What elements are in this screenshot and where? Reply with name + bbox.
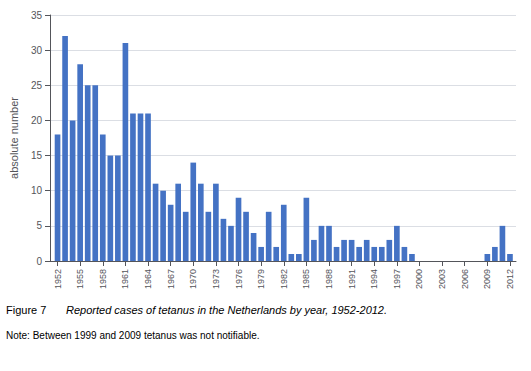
svg-text:1961: 1961 [120,269,130,289]
svg-text:1976: 1976 [234,269,244,289]
svg-text:1988: 1988 [324,269,334,289]
svg-text:2003: 2003 [437,269,447,289]
svg-text:1973: 1973 [211,269,221,289]
svg-text:15: 15 [31,150,43,161]
svg-text:35: 35 [31,10,43,21]
svg-text:0: 0 [36,256,42,267]
svg-text:30: 30 [31,45,43,56]
svg-text:2006: 2006 [460,269,470,289]
svg-text:2012: 2012 [505,269,515,289]
svg-text:1955: 1955 [75,269,85,289]
svg-text:20: 20 [31,115,43,126]
svg-text:1982: 1982 [279,269,289,289]
svg-text:Figure 7: Figure 7 [6,304,46,316]
svg-text:1970: 1970 [188,269,198,289]
svg-text:1979: 1979 [256,269,266,289]
svg-text:1967: 1967 [166,269,176,289]
svg-text:2000: 2000 [414,269,424,289]
svg-text:10: 10 [31,185,43,196]
svg-text:5: 5 [36,220,42,231]
svg-text:1952: 1952 [53,269,63,289]
svg-text:1985: 1985 [301,269,311,289]
svg-text:Reported cases of tetanus in t: Reported cases of tetanus in the Netherl… [66,304,387,316]
svg-text:1994: 1994 [369,269,379,289]
svg-text:25: 25 [31,80,43,91]
svg-text:1997: 1997 [392,269,402,289]
svg-text:1958: 1958 [98,269,108,289]
svg-text:1964: 1964 [143,269,153,289]
svg-text:absolute number: absolute number [8,97,20,179]
svg-text:Note: Between 1999 and 2009 te: Note: Between 1999 and 2009 tetanus was … [6,330,260,341]
svg-text:1991: 1991 [347,269,357,289]
svg-text:2009: 2009 [482,269,492,289]
